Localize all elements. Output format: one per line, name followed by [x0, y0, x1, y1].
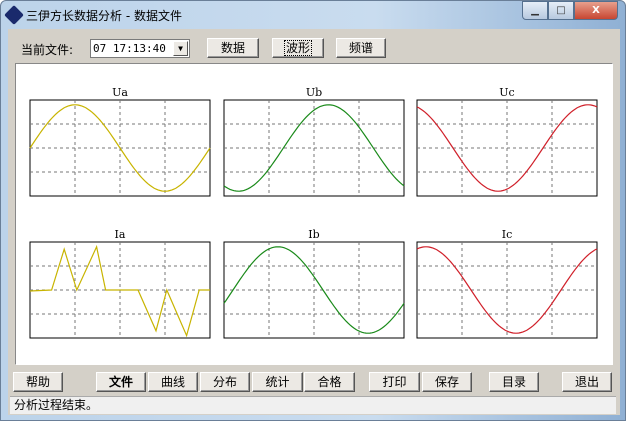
- save-button[interactable]: 保存: [422, 372, 472, 392]
- plot-title: Ib: [308, 228, 319, 241]
- file-button[interactable]: 文件: [96, 372, 146, 392]
- data-button[interactable]: 数据: [207, 38, 259, 58]
- print-button[interactable]: 打印: [369, 372, 420, 392]
- directory-button[interactable]: 目录: [489, 372, 539, 392]
- curve-button[interactable]: 曲线: [148, 372, 198, 392]
- waveform-trace: [223, 246, 405, 334]
- waveform-button[interactable]: 波形: [272, 38, 324, 58]
- client-area: 当前文件: 07 17:13:40 ▼ 数据 波形 频谱 Ua Ub Uc Ia Ib I…: [8, 29, 620, 415]
- plot-title: Ic: [502, 228, 513, 241]
- close-button[interactable]: X: [574, 1, 618, 20]
- maximize-button[interactable]: □: [548, 1, 574, 20]
- waveform-trace: [223, 104, 405, 192]
- waveform-trace: [29, 104, 211, 192]
- waveform-trace: [416, 246, 598, 334]
- qualified-button[interactable]: 合格: [304, 372, 355, 392]
- chevron-down-icon[interactable]: ▼: [173, 41, 188, 56]
- waveform-trace: [29, 244, 210, 338]
- waveform-trace: [416, 104, 598, 192]
- file-select-value: 07 17:13:40: [93, 42, 166, 55]
- distribution-button[interactable]: 分布: [200, 372, 250, 392]
- window-title: 三伊方长数据分析 - 数据文件: [26, 8, 182, 23]
- plot-title: Ub: [306, 86, 322, 99]
- plot-title: Ua: [112, 86, 128, 99]
- exit-button[interactable]: 退出: [562, 372, 612, 392]
- file-select[interactable]: 07 17:13:40 ▼: [90, 39, 190, 58]
- title-bar: 三伊方长数据分析 - 数据文件: [4, 5, 182, 25]
- minimize-button[interactable]: ▁: [522, 1, 548, 20]
- waveform-panel: Ua Ub Uc Ia Ib Ic: [15, 63, 613, 365]
- plot-title: Ia: [115, 228, 126, 241]
- plot-title: Uc: [499, 86, 514, 99]
- waveform-plots: Ua Ub Uc Ia Ib Ic: [29, 86, 598, 339]
- app-logo-icon: [4, 5, 24, 25]
- current-file-label: 当前文件:: [21, 43, 74, 57]
- status-bar: 分析过程结束。: [10, 396, 616, 414]
- help-button[interactable]: 帮助: [13, 372, 63, 392]
- spectrum-button[interactable]: 频谱: [336, 38, 386, 58]
- statistics-button[interactable]: 统计: [252, 372, 303, 392]
